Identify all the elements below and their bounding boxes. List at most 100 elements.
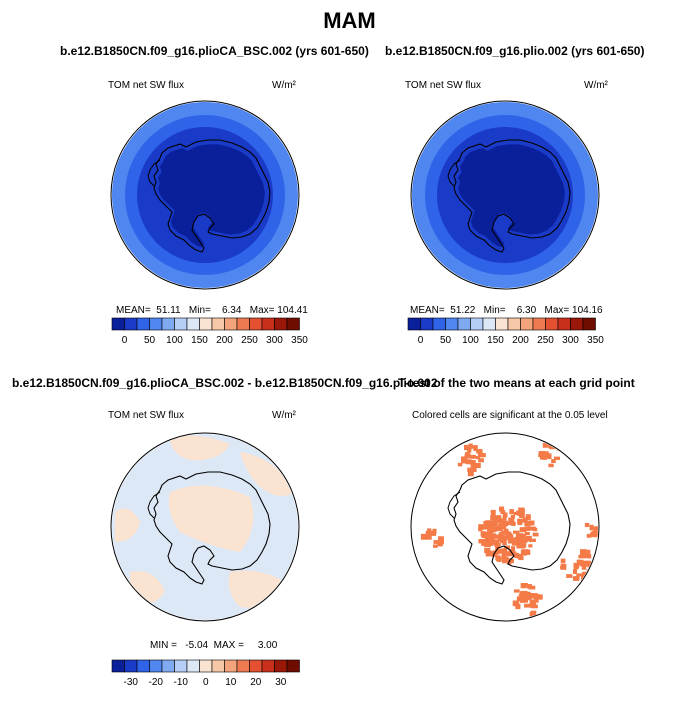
significant-cell bbox=[432, 544, 438, 548]
significant-cell bbox=[467, 470, 474, 477]
colorbar-swatch bbox=[520, 317, 534, 331]
colorbar-tick-label: 30 bbox=[275, 677, 287, 688]
peninsula-coastline bbox=[147, 491, 161, 519]
significant-cell bbox=[502, 559, 507, 564]
significant-cell bbox=[478, 524, 485, 530]
significant-cell bbox=[484, 535, 491, 539]
colorbar-top-left: 0 50 100 150 200 250 300 350 bbox=[111, 317, 308, 346]
significant-cell bbox=[486, 525, 493, 530]
significant-cell bbox=[560, 565, 567, 570]
significant-cell bbox=[465, 459, 472, 465]
colorbar-swatch bbox=[274, 659, 288, 673]
colorbar-swatch bbox=[249, 317, 263, 331]
stats-top-left: MEAN= 51.11 Min= 6.34 Max= 104.41 bbox=[116, 305, 308, 316]
significant-cell bbox=[495, 555, 501, 560]
colorbar-swatch bbox=[199, 317, 213, 331]
colorbar-swatch bbox=[445, 317, 459, 331]
significant-cell bbox=[528, 538, 536, 543]
significant-cell bbox=[508, 558, 514, 564]
significant-cell bbox=[493, 540, 500, 544]
significant-cell bbox=[491, 551, 498, 557]
significant-cell bbox=[519, 508, 525, 514]
colorbar-swatch bbox=[570, 317, 584, 331]
significant-cell bbox=[572, 576, 580, 581]
significant-cell bbox=[593, 528, 598, 532]
colorbar-swatch bbox=[124, 317, 138, 331]
significant-cell bbox=[579, 549, 587, 556]
significant-cell bbox=[573, 562, 580, 569]
significant-cell bbox=[544, 453, 550, 458]
colorbar-tick-label: 50 bbox=[144, 335, 156, 346]
colorbar-swatch bbox=[432, 317, 446, 331]
significant-cell bbox=[513, 589, 520, 593]
significant-cell bbox=[572, 568, 577, 574]
colorbar-tick-label: 350 bbox=[587, 335, 604, 346]
significant-cell bbox=[524, 532, 530, 536]
colorbar-swatch bbox=[532, 317, 546, 331]
colorbar-swatch bbox=[161, 317, 175, 331]
significant-cell bbox=[500, 539, 507, 544]
significant-cell bbox=[508, 517, 515, 524]
significant-cell bbox=[426, 534, 432, 540]
significant-cell bbox=[425, 530, 433, 536]
colorbar-tick-label: 150 bbox=[487, 335, 504, 346]
significant-cell bbox=[517, 511, 524, 516]
units-top-left: W/m² bbox=[272, 80, 296, 91]
significant-cell bbox=[497, 534, 505, 540]
antarctica-coastline bbox=[453, 471, 571, 585]
significant-cell bbox=[593, 526, 598, 530]
significant-cell bbox=[503, 545, 511, 549]
colorbar-swatch bbox=[211, 317, 225, 331]
significant-cell bbox=[474, 462, 481, 469]
significant-cell bbox=[505, 551, 510, 555]
colorbar-swatch bbox=[495, 317, 509, 331]
significant-cell bbox=[490, 514, 495, 521]
significant-cell bbox=[470, 463, 476, 468]
antarctica-coastline bbox=[153, 471, 271, 585]
significant-cell bbox=[477, 452, 485, 458]
significant-cell bbox=[520, 533, 527, 538]
significant-cell bbox=[513, 511, 520, 515]
colorbar-tick-label: 300 bbox=[562, 335, 579, 346]
significant-cell bbox=[581, 572, 587, 576]
significant-cell bbox=[502, 516, 507, 521]
significant-cell bbox=[548, 463, 554, 468]
significant-cell bbox=[481, 453, 486, 458]
map-border bbox=[410, 432, 600, 622]
significant-cell bbox=[586, 554, 592, 559]
significant-cell bbox=[502, 512, 508, 518]
colorbar-swatch bbox=[582, 317, 596, 331]
significant-cell bbox=[520, 590, 528, 596]
map-bottom-right bbox=[410, 432, 600, 622]
significant-cell bbox=[525, 514, 531, 521]
significant-cell bbox=[542, 456, 548, 460]
significant-cell bbox=[485, 550, 492, 557]
significant-cell bbox=[489, 538, 495, 545]
significant-cell bbox=[586, 533, 592, 538]
significant-cell bbox=[471, 445, 478, 449]
significant-cell bbox=[532, 532, 539, 537]
colorbar-tick-label: 200 bbox=[216, 335, 233, 346]
colorbar-swatch bbox=[111, 659, 125, 673]
colorbar-tick-label: 100 bbox=[166, 335, 183, 346]
significant-cell bbox=[591, 530, 598, 537]
peninsula-coastline bbox=[447, 159, 461, 187]
colorbar-tick-label: 200 bbox=[512, 335, 529, 346]
units-top-right: W/m² bbox=[584, 80, 608, 91]
significant-cell bbox=[553, 456, 561, 460]
significant-cell bbox=[490, 526, 498, 532]
colorbar-swatch bbox=[545, 317, 559, 331]
significant-cell bbox=[439, 538, 444, 544]
flux-continent bbox=[158, 144, 265, 248]
significant-cell bbox=[461, 457, 467, 464]
significant-cell bbox=[514, 552, 519, 558]
significant-cell bbox=[528, 585, 536, 590]
significant-cell bbox=[526, 526, 532, 531]
colorbar-swatch bbox=[186, 317, 200, 331]
significant-cell bbox=[476, 449, 483, 454]
significant-cell bbox=[469, 459, 476, 465]
significant-cell bbox=[491, 535, 498, 539]
colorbar-swatch bbox=[261, 659, 275, 673]
significant-cell bbox=[580, 560, 586, 567]
colorbar-swatch bbox=[261, 317, 275, 331]
